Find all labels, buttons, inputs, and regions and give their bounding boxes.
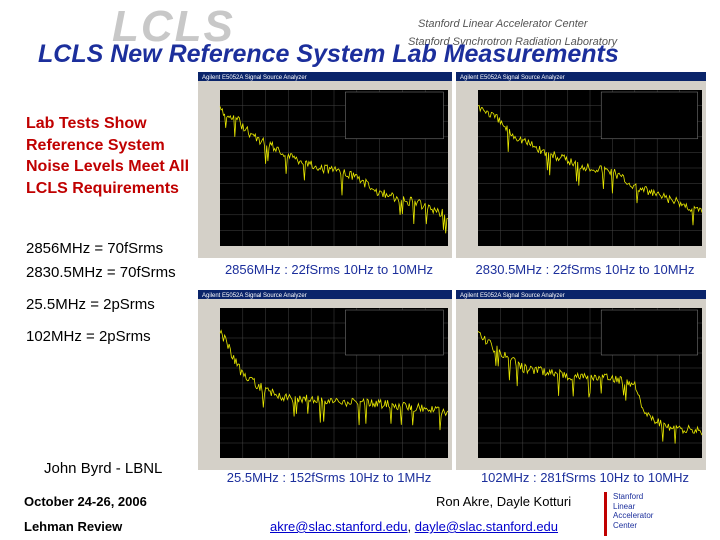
org-name: Stanford Synchrotron Radiation Laborator… bbox=[408, 36, 618, 48]
note-line: LCLS Requirements bbox=[26, 179, 179, 197]
logo-text: Stanford Linear Accelerator Center bbox=[613, 492, 653, 530]
title-bar bbox=[456, 290, 706, 299]
presenter: John Byrd - LBNL bbox=[44, 460, 163, 477]
event: Lehman Review bbox=[24, 519, 123, 534]
emails: akre@slac.stanford.edu, dayle@slac.stanf… bbox=[270, 519, 558, 534]
logo: LCLS bbox=[112, 2, 235, 51]
caption: 2856MHz : 22fSrms 10Hz to 10MHz bbox=[224, 262, 434, 277]
title-bar bbox=[198, 72, 452, 81]
note-line: Lab Tests Show bbox=[26, 115, 147, 132]
note-line: Noise Levels Meet All bbox=[26, 158, 190, 175]
trace bbox=[477, 331, 703, 444]
marker-box bbox=[345, 309, 444, 356]
logo-line: Center bbox=[613, 520, 638, 530]
separator: , bbox=[407, 519, 415, 534]
requirement: 102MHz = 2pSrms bbox=[26, 328, 151, 345]
window-title: Agilent E5052A Signal Source Analyzer bbox=[202, 293, 307, 299]
analyzer-screenshot: Agilent E5052A Signal Source Analyzer bbox=[198, 72, 452, 258]
analyzer-screenshot: Agilent E5052A Signal Source Analyzer bbox=[456, 72, 706, 258]
logo-line: Stanford bbox=[613, 492, 644, 501]
marker-box bbox=[600, 91, 698, 140]
marker-box bbox=[345, 91, 444, 140]
logo-line: Linear bbox=[613, 501, 636, 511]
logo-line: Accelerator bbox=[613, 511, 654, 520]
analyzer-screenshot: Agilent E5052A Signal Source Analyzer bbox=[198, 290, 452, 470]
authors: Ron Akre, Dayle Kotturi bbox=[436, 494, 572, 509]
title-bar bbox=[198, 290, 452, 299]
marker-box bbox=[600, 309, 698, 356]
email[interactable]: dayle@slac.stanford.edu bbox=[414, 519, 559, 534]
footer-logo: Stanford Linear Accelerator Center bbox=[604, 492, 715, 536]
requirement: 25.5MHz = 2pSrms bbox=[26, 296, 155, 313]
lab-note: Lab Tests Show Reference System Noise Le… bbox=[26, 113, 189, 199]
title-bar bbox=[456, 72, 706, 81]
trace bbox=[477, 104, 703, 226]
caption: 2830.5MHz : 22fSrms 10Hz to 10MHz bbox=[475, 262, 695, 277]
analyzer-screenshot: Agilent E5052A Signal Source Analyzer bbox=[456, 290, 706, 470]
caption: 102MHz : 281fSrms 10Hz to 10MHz bbox=[480, 470, 690, 485]
trace bbox=[219, 329, 449, 431]
window-title: Agilent E5052A Signal Source Analyzer bbox=[460, 75, 565, 81]
requirement: 2830.5MHz = 70fSrms bbox=[26, 264, 176, 281]
window-title: Agilent E5052A Signal Source Analyzer bbox=[460, 293, 565, 299]
note-line: Reference System bbox=[26, 136, 165, 154]
requirement: 2856MHz = 70fSrms bbox=[26, 240, 164, 257]
email[interactable]: akre@slac.stanford.edu bbox=[270, 519, 408, 534]
org-name: Stanford Linear Accelerator Center bbox=[418, 18, 588, 30]
caption: 25.5MHz : 152fSrms 10Hz to 1MHz bbox=[226, 470, 432, 485]
window-title: Agilent E5052A Signal Source Analyzer bbox=[202, 75, 307, 81]
date: October 24-26, 2006 bbox=[24, 494, 147, 509]
slide-title: LCLS New Reference System Lab Measuremen… bbox=[38, 40, 619, 68]
trace bbox=[219, 106, 449, 234]
